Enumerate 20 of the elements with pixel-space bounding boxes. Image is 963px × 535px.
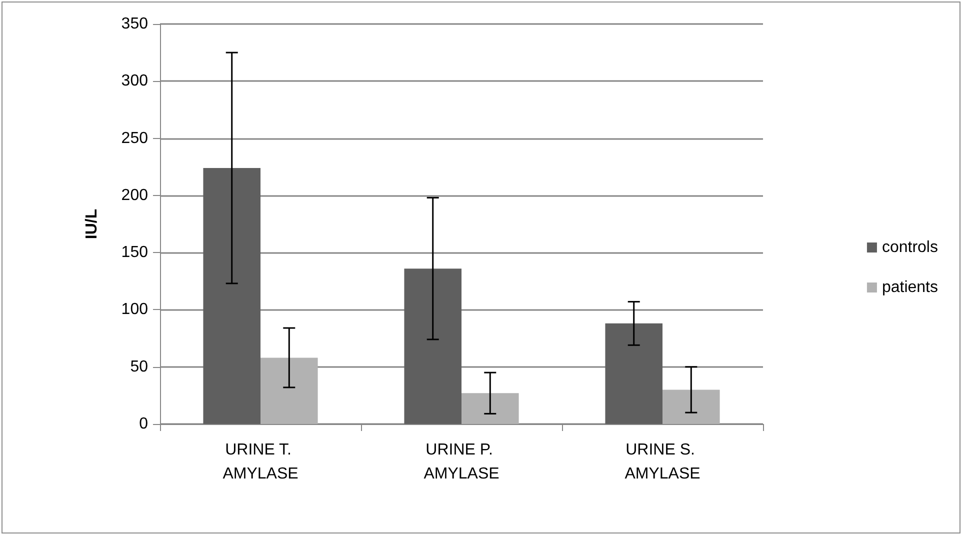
bar bbox=[260, 358, 318, 424]
x-tick-label: URINE P. AMYLASE bbox=[424, 442, 500, 482]
x-tick-label: URINE T. AMYLASE bbox=[222, 442, 298, 482]
y-tick-label: 50 bbox=[130, 358, 148, 376]
y-tick-label: 0 bbox=[139, 416, 148, 432]
bar bbox=[462, 393, 519, 424]
x-tick-label: URINE S. AMYLASE bbox=[624, 442, 700, 482]
legend-label: patients bbox=[882, 279, 938, 296]
y-tick-label: 350 bbox=[121, 16, 148, 32]
legend-label: controls bbox=[882, 239, 938, 256]
y-tick-label: 150 bbox=[121, 244, 148, 262]
bar bbox=[203, 168, 260, 424]
y-tick-label: 300 bbox=[121, 72, 148, 90]
bar bbox=[662, 390, 720, 424]
bar bbox=[404, 268, 462, 424]
bar bbox=[605, 323, 662, 424]
y-tick-label: 100 bbox=[121, 301, 148, 318]
y-tick-label: 200 bbox=[121, 186, 148, 204]
y-tick-label: 250 bbox=[121, 130, 148, 147]
y-axis-title: IU/L bbox=[84, 208, 100, 240]
